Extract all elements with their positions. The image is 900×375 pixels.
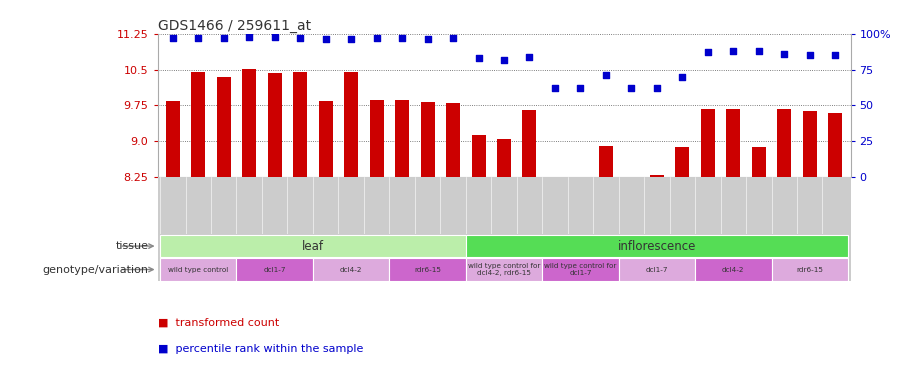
Point [319, 36, 333, 42]
Text: rdr6-15: rdr6-15 [414, 267, 441, 273]
Bar [420, 102, 435, 177]
Bar [319, 100, 333, 177]
Bar [466, 258, 542, 281]
Bar [618, 258, 695, 281]
Bar [293, 72, 307, 177]
Bar [803, 111, 816, 177]
Bar [237, 258, 313, 281]
Point [522, 54, 536, 60]
Point [293, 35, 308, 41]
Point [548, 85, 562, 91]
Text: dcl1-7: dcl1-7 [645, 267, 668, 273]
Point [573, 85, 588, 91]
Point [777, 51, 791, 57]
Bar [701, 109, 715, 177]
Point [828, 52, 842, 58]
Bar [217, 77, 230, 177]
Point [726, 48, 741, 54]
Text: dcl4-2: dcl4-2 [340, 267, 363, 273]
Point [217, 35, 231, 41]
Bar [160, 258, 237, 281]
Text: GDS1466 / 259611_at: GDS1466 / 259611_at [158, 19, 310, 33]
Point [446, 35, 460, 41]
Point [803, 52, 817, 58]
Point [675, 74, 689, 80]
Point [752, 48, 766, 54]
Bar [313, 258, 390, 281]
Bar [771, 258, 848, 281]
Bar [390, 258, 466, 281]
Bar [695, 258, 771, 281]
Bar [726, 109, 741, 177]
Point [166, 35, 180, 41]
Bar [160, 235, 466, 257]
Point [369, 35, 383, 41]
Bar [472, 135, 485, 177]
Bar [598, 146, 613, 177]
Point [650, 85, 664, 91]
Point [395, 35, 410, 41]
Bar [752, 147, 766, 177]
Bar [344, 72, 358, 177]
Point [497, 57, 511, 63]
Text: wild type control for
dcl4-2, rdr6-15: wild type control for dcl4-2, rdr6-15 [468, 263, 540, 276]
Bar [542, 258, 618, 281]
Text: wild type control: wild type control [168, 267, 229, 273]
Bar [650, 175, 664, 177]
Text: leaf: leaf [302, 240, 324, 253]
Text: wild type control for
dcl1-7: wild type control for dcl1-7 [544, 263, 616, 276]
Text: dcl1-7: dcl1-7 [264, 267, 286, 273]
Text: tissue: tissue [115, 241, 148, 251]
Point [598, 72, 613, 78]
Bar [395, 100, 410, 177]
Bar [267, 74, 282, 177]
Bar [828, 112, 842, 177]
Bar [370, 100, 383, 177]
Point [625, 85, 639, 91]
Point [267, 34, 282, 40]
Point [191, 35, 205, 41]
Bar [446, 103, 460, 177]
Text: rdr6-15: rdr6-15 [796, 267, 824, 273]
Point [242, 34, 256, 40]
Text: genotype/variation: genotype/variation [42, 264, 148, 274]
Bar [497, 139, 511, 177]
Point [344, 36, 358, 42]
Text: dcl4-2: dcl4-2 [722, 267, 744, 273]
Text: inflorescence: inflorescence [617, 240, 696, 253]
Bar [166, 100, 180, 177]
Bar [192, 72, 205, 177]
Point [420, 36, 435, 42]
Bar [778, 109, 791, 177]
Text: ■  transformed count: ■ transformed count [158, 318, 279, 327]
Bar [675, 147, 689, 177]
Bar [242, 69, 256, 177]
Point [700, 50, 715, 55]
Bar [466, 235, 848, 257]
Bar [523, 110, 536, 177]
Text: ■  percentile rank within the sample: ■ percentile rank within the sample [158, 344, 363, 354]
Point [472, 55, 486, 61]
